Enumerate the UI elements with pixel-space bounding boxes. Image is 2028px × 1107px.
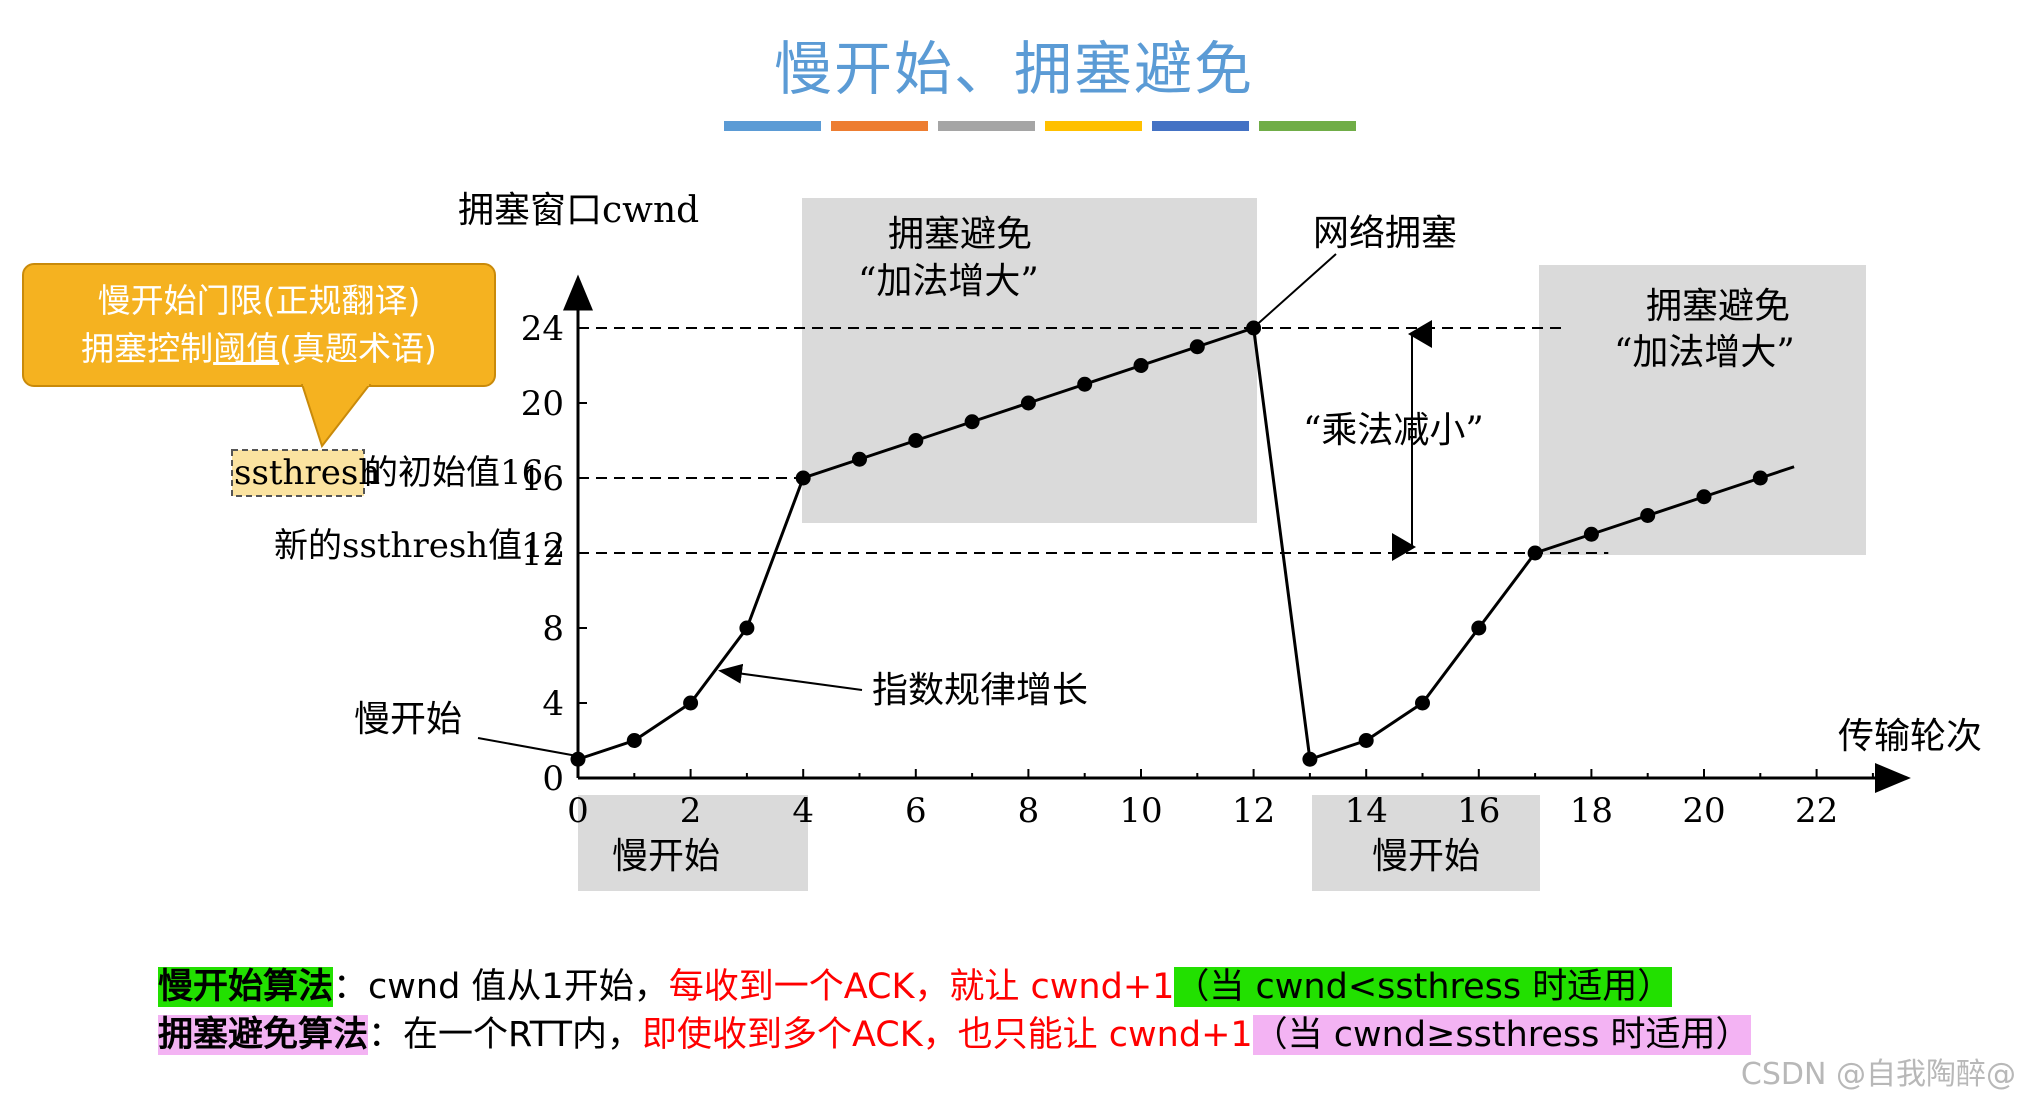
title-color-bar [1259, 121, 1356, 131]
y-tick-label: 16 [521, 459, 564, 499]
slow-start-desc: cwnd 值从1开始， [368, 967, 669, 1007]
cwnd-point [739, 620, 755, 636]
ssthresh-new-label: 新的ssthresh值12 [274, 526, 565, 566]
y-tick-label: 24 [521, 309, 564, 349]
y-tick-label: 0 [542, 759, 564, 799]
cwnd-point [1415, 695, 1430, 711]
ssthresh-callout: 慢开始门限(正规翻译) 拥塞控制阈值(真题术语) [22, 263, 496, 387]
cwnd-point [1133, 358, 1149, 373]
exponential-arrow [718, 663, 863, 691]
x-tick-label: 0 [567, 791, 589, 831]
x-axis-label: 传输轮次 [1838, 716, 1982, 757]
cwnd-point [1302, 751, 1318, 767]
cwnd-point [1189, 339, 1205, 355]
title-color-bar [724, 121, 821, 131]
mult-decrease-label: “乘法减小” [1303, 410, 1484, 451]
annotations [477, 253, 1432, 759]
callout-threshold-term: 阈值 [213, 329, 280, 368]
cwnd-point [1471, 620, 1487, 636]
cwnd-point [964, 414, 980, 430]
y-axis-label: 拥塞窗口cwnd [458, 190, 699, 231]
congestion-leader-line [1256, 253, 1337, 325]
cwnd-point [1696, 489, 1712, 505]
congestion-label: 网络拥塞 [1313, 213, 1457, 254]
x-tick-label: 6 [905, 791, 927, 831]
callout-line-2-post: (真题术语) [279, 329, 437, 368]
cwnd-point [852, 451, 867, 467]
legend-colon-1: ： [333, 967, 369, 1007]
cwnd-point [1077, 376, 1093, 392]
x-tick-label: 10 [1119, 791, 1162, 831]
slow-start-leader-line [477, 737, 585, 759]
ca-region-title-2: 拥塞避免 [1646, 286, 1790, 327]
cwnd-point [908, 433, 924, 448]
x-tick-label: 12 [1232, 791, 1275, 831]
ca-region-box-2 [1539, 265, 1866, 555]
ss-region-label-1: 慢开始 [612, 836, 720, 877]
csdn-watermark: CSDN @自我陶醉@ [1740, 1057, 2016, 1092]
y-tick-label: 20 [521, 384, 564, 424]
cwnd-point [1752, 470, 1768, 486]
callout-line-2-pre: 拥塞控制 [81, 329, 214, 368]
page-title: 慢开始、拥塞避免 [773, 35, 1254, 103]
cwnd-point [1527, 545, 1543, 561]
congestion-avoidance-algorithm-line: 拥塞避免算法：在一个RTT内，即使收到多个ACK，也只能让 cwnd+1（当 c… [158, 1006, 1751, 1057]
x-tick-label: 14 [1345, 791, 1388, 831]
ca-region-sub-2: “加法增大” [1614, 332, 1795, 373]
congestion-avoidance-condition: （当 cwnd≥ssthress 时适用） [1252, 1015, 1751, 1055]
cwnd-point [1020, 395, 1036, 411]
congestion-avoidance-desc: 在一个RTT内， [403, 1015, 642, 1055]
x-tick-label: 18 [1570, 791, 1613, 831]
ssthresh-key-highlight [231, 449, 365, 497]
x-tick-label: 8 [1018, 791, 1040, 831]
cwnd-point [1246, 320, 1262, 336]
cwnd-point [795, 470, 811, 486]
cwnd-point [626, 733, 642, 748]
cwnd-series [570, 320, 1795, 767]
y-tick-label: 8 [542, 609, 564, 649]
dashed-level-lines [578, 327, 1609, 554]
slow-start-condition: （当 cwnd<ssthress 时适用） [1174, 967, 1673, 1007]
cwnd-point [683, 695, 699, 711]
legend-colon-2: ： [368, 1015, 404, 1055]
ca-region-title-1: 拥塞避免 [888, 214, 1032, 255]
exponential-label: 指数规律增长 [872, 670, 1088, 711]
cwnd-point [570, 751, 586, 767]
x-tick-label: 2 [680, 791, 702, 831]
ss-region-box-2 [1312, 795, 1540, 891]
slow-start-point-label: 慢开始 [354, 699, 462, 740]
callout-line-2: 拥塞控制阈值(真题术语) [24, 325, 494, 373]
slow-start-algorithm-line: 慢开始算法：cwnd 值从1开始，每收到一个ACK，就让 cwnd+1（当 cw… [158, 958, 1673, 1009]
title-color-bar [831, 121, 928, 131]
callout-line-1: 慢开始门限(正规翻译) [97, 281, 421, 320]
ss-region-label-2: 慢开始 [1372, 836, 1480, 877]
cwnd-point [1358, 733, 1374, 748]
x-tick-label: 16 [1457, 791, 1500, 831]
ca-region-sub-1: “加法增大” [858, 261, 1039, 302]
x-tick-label: 20 [1682, 791, 1725, 831]
cwnd-point [1583, 526, 1599, 542]
title-color-bar [938, 121, 1035, 131]
title-color-bar [1045, 121, 1142, 131]
title-color-bar [1152, 121, 1249, 131]
cwnd-point [1640, 508, 1656, 523]
x-tick-label: 4 [792, 791, 814, 831]
callout-pointer [300, 384, 372, 449]
slow-start-algorithm-label: 慢开始算法 [158, 967, 334, 1007]
ssthresh-key-label: ssthresh [234, 453, 380, 493]
axes [563, 274, 1911, 793]
y-tick-label: 4 [542, 684, 564, 724]
congestion-avoidance-rule: 即使收到多个ACK，也只能让 cwnd+1 [641, 1015, 1253, 1055]
ca-region-box-1 [802, 198, 1257, 523]
y-tick-label: 12 [521, 534, 564, 574]
congestion-avoidance-label: 拥塞避免算法 [158, 1015, 369, 1055]
x-tick-label: 22 [1795, 791, 1838, 831]
ssthresh-initial-label: 的初始值16 [364, 453, 543, 493]
slow-start-rule: 每收到一个ACK，就让 cwnd+1 [668, 967, 1175, 1007]
ss-region-box-1 [578, 795, 808, 891]
